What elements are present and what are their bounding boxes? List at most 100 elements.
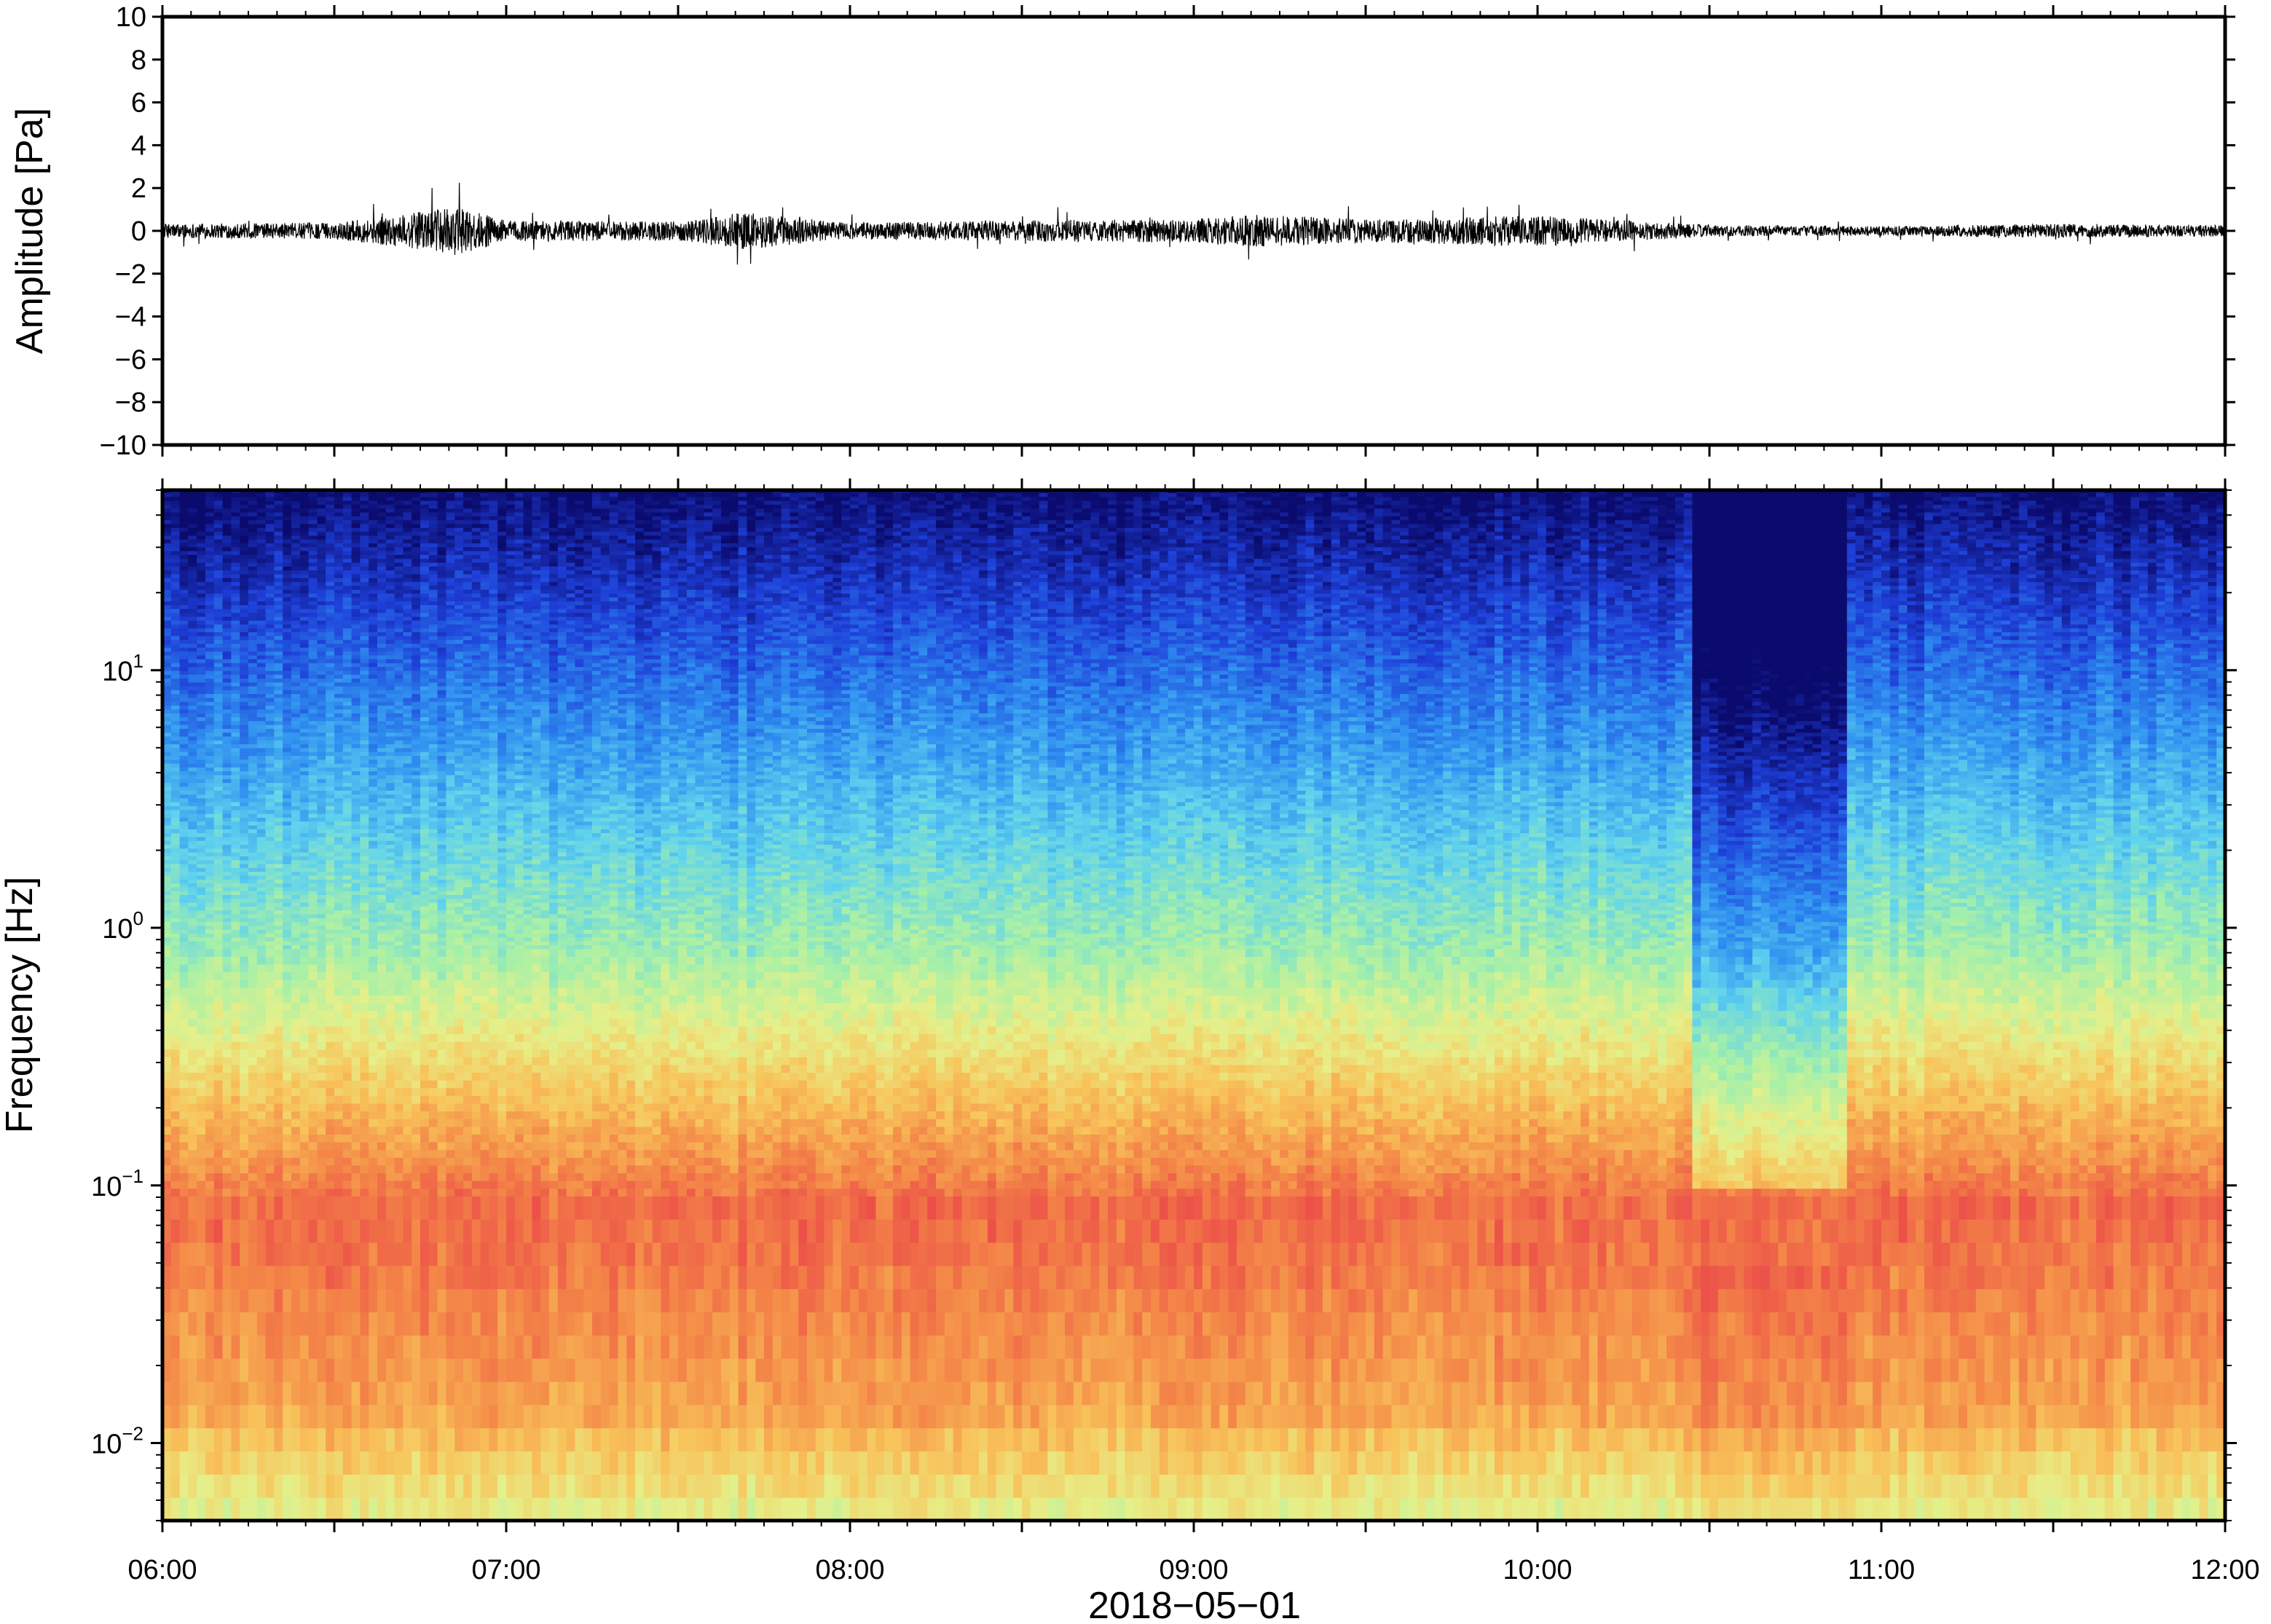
spectrogram-cell — [188, 666, 197, 671]
spectrogram-cell — [188, 779, 197, 783]
spectrogram-cell — [188, 995, 197, 1003]
spectrogram-cell — [188, 554, 197, 559]
spectrogram-cell — [231, 790, 240, 795]
spectrogram-cell — [197, 1095, 205, 1103]
spectrogram-cell — [309, 1180, 318, 1189]
spectrogram-cell — [369, 752, 377, 756]
spectrogram-cell — [188, 497, 197, 501]
spectrogram-cell — [240, 1474, 248, 1497]
spectrogram-cell — [300, 554, 309, 559]
spectrogram-cell — [369, 574, 377, 578]
spectrogram-cell — [257, 1358, 266, 1381]
spectrogram-cell — [369, 578, 377, 582]
spectrogram-cell — [214, 616, 223, 620]
spectrogram-cell — [240, 554, 248, 559]
spectrogram-cell — [352, 910, 361, 915]
spectrogram-cell — [231, 918, 240, 922]
spectrogram-cell — [326, 840, 334, 845]
spectrogram-cell — [188, 1011, 197, 1019]
spectrogram-cell — [188, 1072, 197, 1080]
spectrogram-cell — [214, 1065, 223, 1073]
spectrogram-cell — [205, 616, 214, 620]
spectrogram-cell — [309, 1428, 318, 1451]
spectrogram-cell — [386, 1127, 395, 1135]
spectrogram-cell — [240, 1358, 248, 1381]
spectrogram-cell — [197, 559, 205, 563]
spectrogram-cell — [395, 578, 404, 582]
spectrogram-cell — [257, 1266, 266, 1289]
spectrogram-cell — [386, 671, 395, 675]
spectrogram-cell — [300, 891, 309, 895]
spectrogram-cell — [266, 682, 275, 687]
spectrogram-cell — [300, 574, 309, 578]
spectrogram-cell — [326, 752, 334, 756]
spectrogram-cell — [274, 1088, 283, 1096]
spectrogram-cell — [291, 674, 300, 679]
spectrogram-cell — [352, 752, 361, 756]
spectrogram-cell — [188, 1088, 197, 1096]
spectrogram-cell — [343, 725, 352, 729]
spectrogram-cell — [291, 628, 300, 632]
spectrogram-cell — [240, 1011, 248, 1019]
spectrogram-cell — [403, 852, 412, 856]
spectrogram-cell — [309, 972, 318, 980]
spectrogram-cell — [317, 763, 326, 768]
spectrogram-cell — [317, 956, 326, 964]
spectrogram-cell — [343, 783, 352, 787]
spectrogram-cell — [352, 872, 361, 876]
spectrogram-cell — [231, 783, 240, 787]
spectrogram-cell — [386, 956, 395, 964]
spectrogram-cell — [386, 933, 395, 937]
spectrogram-cell — [266, 728, 275, 733]
spectrogram-cell — [309, 887, 318, 891]
spectrogram-cell — [180, 926, 189, 930]
spectrogram-cell — [369, 949, 377, 957]
spectrogram-cell — [257, 516, 266, 520]
spectrogram-cell — [334, 1072, 343, 1080]
spectrogram-cell — [171, 752, 180, 756]
spectrogram-cell — [180, 643, 189, 647]
spectrogram-cell — [412, 1189, 420, 1197]
spectrogram-cell — [283, 872, 291, 876]
spectrogram-cell — [283, 1049, 291, 1057]
spectrogram-cell — [205, 674, 214, 679]
spectrogram-cell — [223, 856, 232, 860]
spectrogram-cell — [395, 512, 404, 516]
spectrogram-cell — [403, 752, 412, 756]
spectrogram-cell — [188, 829, 197, 833]
spectrogram-cell — [214, 783, 223, 787]
spectrogram-cell — [231, 1127, 240, 1135]
spectrogram-cell — [274, 856, 283, 860]
spectrogram-cell — [205, 906, 214, 910]
spectrogram-cell — [223, 937, 232, 942]
spectrogram-cell — [171, 1289, 180, 1312]
spectrogram-cell — [231, 813, 240, 818]
spectrogram-cell — [326, 1119, 334, 1127]
spectrogram-cell — [369, 740, 377, 744]
spectrogram-cell — [171, 817, 180, 821]
spectrogram-cell — [257, 1219, 266, 1242]
spectrogram-cell — [274, 709, 283, 714]
spectrogram-cell — [197, 539, 205, 543]
spectrogram-cell — [343, 713, 352, 717]
spectrogram-cell — [283, 725, 291, 729]
spectrogram-cell — [377, 551, 386, 555]
spectrogram-cell — [180, 574, 189, 578]
spectrogram-cell — [300, 1026, 309, 1034]
spectrogram-cell — [283, 1165, 291, 1173]
spectrogram-cell — [317, 1157, 326, 1165]
spectrogram-cell — [334, 902, 343, 907]
spectrogram-cell — [317, 1011, 326, 1019]
spectrogram-cell — [300, 779, 309, 783]
spectrogram-cell — [403, 872, 412, 876]
spectrogram-cell — [369, 651, 377, 655]
spectrogram-cell — [395, 899, 404, 903]
spectrogram-cell — [274, 760, 283, 764]
spectrogram-cell — [274, 512, 283, 516]
spectrogram-cell — [369, 1428, 377, 1451]
spectrogram-cell — [326, 832, 334, 837]
spectrogram-cell — [274, 899, 283, 903]
spectrogram-cell — [309, 733, 318, 737]
spectrogram-cell — [188, 755, 197, 760]
spectrogram-cell — [360, 1405, 369, 1428]
